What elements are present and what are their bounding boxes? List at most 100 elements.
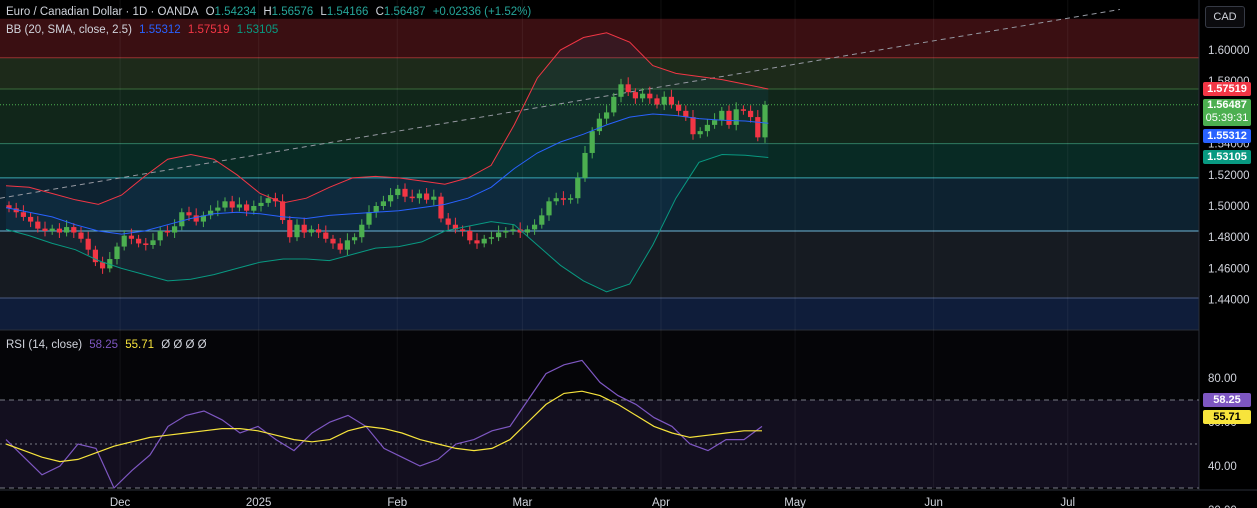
candle-body	[395, 188, 401, 196]
time-tick-label: Dec	[110, 497, 131, 508]
candle-body	[6, 205, 12, 209]
candle-body	[344, 240, 350, 250]
price-axis[interactable]: 1.600001.580001.560001.540001.520001.500…	[1198, 0, 1257, 508]
candle-body	[611, 96, 617, 113]
open-value: 1.54234	[214, 6, 257, 18]
candle-body	[683, 110, 689, 118]
bar-countdown: 05:39:31	[1205, 112, 1249, 124]
candle-body	[452, 224, 458, 230]
candle-body	[100, 262, 106, 269]
bb-mid-badge: 1.55312	[1203, 129, 1251, 143]
candle-body	[582, 152, 588, 178]
candle-body	[42, 228, 48, 231]
candle-body	[78, 232, 84, 239]
candle-body	[164, 230, 170, 233]
candle-body	[179, 212, 185, 227]
candle-body	[625, 84, 631, 93]
rsi-tick-label: 80.00	[1208, 373, 1237, 385]
candle-body	[474, 240, 480, 244]
candle-body	[287, 220, 293, 238]
trendline[interactable]	[0, 8, 1121, 199]
symbol-title[interactable]: Euro / Canadian Dollar · 1D · OANDA	[6, 6, 199, 18]
candle-body	[704, 124, 710, 132]
bb-fill-area	[6, 32, 769, 292]
candle-body	[280, 201, 286, 221]
rsi-bg	[0, 330, 1199, 490]
rsi-badge: 58.25	[1203, 393, 1251, 407]
rsi-label[interactable]: RSI (14, close)	[6, 339, 83, 351]
price-tick-label: 1.60000	[1208, 45, 1250, 57]
bb-label[interactable]: BB (20, SMA, close, 2.5)	[6, 24, 132, 36]
rsi-band-fill	[0, 400, 1199, 488]
bb-lower-value: 1.53105	[236, 24, 279, 36]
rsi-ma-value: 55.71	[125, 339, 155, 351]
bollinger-band-lines	[5, 32, 769, 293]
zone-0	[0, 18, 1199, 58]
candle-body	[604, 112, 610, 119]
zone-5	[0, 230, 1199, 299]
zone-1	[0, 57, 1199, 89]
candle-body	[186, 212, 192, 216]
candle-body	[388, 195, 394, 202]
candle-body	[690, 117, 696, 135]
rsi-tick-label: 20.00	[1208, 505, 1237, 508]
candle-body	[121, 235, 127, 247]
candle-body	[409, 196, 415, 199]
candle-body	[208, 210, 214, 216]
bb-mid-value: 1.55312	[139, 24, 181, 36]
high-value: 1.56576	[271, 6, 314, 18]
bb-lower-line	[5, 153, 769, 293]
time-tick-label: Jul	[1060, 497, 1075, 508]
candle-body	[200, 215, 206, 222]
candle-body	[733, 109, 739, 125]
candle-body	[697, 131, 703, 135]
bb-legend: BB (20, SMA, close, 2.5) 1.55312 1.57519…	[6, 24, 282, 36]
bb-upper-badge: 1.57519	[1203, 82, 1251, 96]
bb-middle-line	[5, 113, 769, 235]
candle-body	[661, 96, 667, 105]
candle-body	[596, 118, 602, 132]
low-label: L	[320, 6, 327, 18]
candle-body	[748, 110, 754, 118]
candle-body	[532, 224, 538, 230]
candle-body	[712, 120, 718, 125]
candle-body	[301, 224, 307, 233]
rsi-value: 58.25	[89, 339, 119, 351]
candle-body	[114, 246, 120, 260]
candle-body	[71, 227, 77, 233]
candle-body	[193, 215, 199, 222]
candle-body	[172, 226, 178, 233]
currency-button[interactable]: CAD	[1205, 6, 1245, 28]
candle-body	[445, 218, 451, 225]
candle-body	[740, 109, 746, 111]
close-value: 1.56487	[383, 6, 426, 18]
candle-body	[503, 230, 509, 233]
candlestick-series	[6, 77, 768, 274]
candle-body	[460, 229, 466, 231]
candle-body	[35, 221, 41, 229]
candle-body	[632, 92, 638, 99]
candle-body	[488, 237, 494, 239]
candle-body	[236, 204, 242, 208]
time-tick-label: May	[784, 497, 806, 508]
candle-body	[294, 224, 300, 238]
candle-body	[251, 206, 257, 211]
candle-body	[157, 230, 163, 241]
candle-body	[215, 207, 221, 211]
candle-body	[49, 228, 55, 231]
candle-body	[150, 240, 156, 245]
zone-3	[0, 143, 1199, 178]
candle-body	[330, 238, 336, 244]
bb-lower-badge: 1.53105	[1203, 150, 1251, 164]
candle-body	[568, 198, 574, 200]
candle-body	[359, 224, 365, 238]
candle-body	[136, 238, 142, 244]
candle-body	[496, 232, 502, 238]
candle-body	[668, 96, 674, 105]
candle-body	[128, 235, 134, 239]
candle-body	[337, 243, 343, 250]
time-axis[interactable]: Dec 2025 Feb Mar Apr May Jun Jul	[0, 489, 1257, 508]
candle-body	[56, 228, 62, 233]
low-value: 1.54166	[326, 6, 369, 18]
